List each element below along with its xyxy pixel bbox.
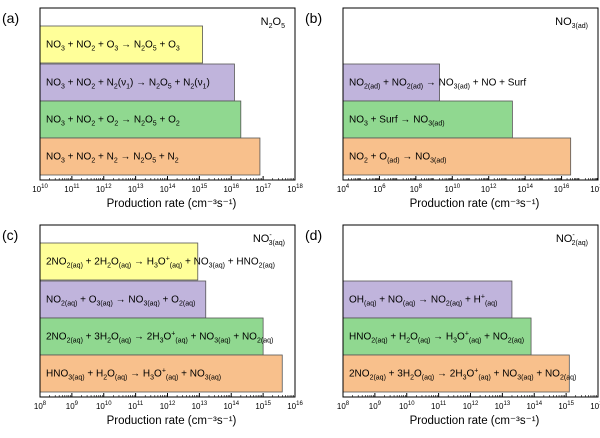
x-tick-label-1-10: 1010 bbox=[444, 184, 460, 194]
species-label-1: NO3(ad) bbox=[555, 16, 588, 30]
species-label-0: N2O5 bbox=[261, 16, 285, 30]
x-tick-label-1-6: 106 bbox=[373, 184, 386, 194]
x-tick-label-2-15: 1015 bbox=[255, 401, 271, 411]
bar-0-3 bbox=[39, 137, 261, 176]
bar-0-0 bbox=[39, 25, 203, 64]
bar-2-3 bbox=[39, 354, 283, 393]
x-tick-label-0-15: 1015 bbox=[192, 184, 208, 194]
bar-label-0-2: NO3 + NO2 + O2 → N2O5 + O2 bbox=[46, 115, 180, 128]
bar-label-0-3: NO3 + NO2 + N2 → N2O5 + N2 bbox=[46, 152, 179, 165]
x-tick-label-1-14: 1014 bbox=[517, 184, 533, 194]
panel-label-3: (d) bbox=[305, 227, 322, 243]
bar-3-3 bbox=[342, 354, 570, 393]
x-axis-label-0: Production rate (cm⁻³s⁻¹) bbox=[107, 198, 237, 210]
x-axis-label-3: Production rate (cm⁻³s⁻¹) bbox=[410, 415, 540, 427]
panel-2: 2NO2(aq) + 2H2O(aq) → H3O+(aq) + NO3(aq)… bbox=[2, 224, 303, 427]
panel-label-1: (b) bbox=[305, 10, 322, 26]
x-tick-label-2-13: 1013 bbox=[192, 401, 208, 411]
x-tick-label-1-18: 1018 bbox=[590, 184, 600, 194]
x-tick-label-0-13: 1013 bbox=[128, 184, 144, 194]
x-tick-label-0-18: 1018 bbox=[287, 184, 303, 194]
x-tick-label-3-10: 1010 bbox=[399, 401, 415, 411]
bar-label-0-0: NO3 + NO2 + O3 → N2O5 + O3 bbox=[46, 40, 180, 53]
x-axis-label-1: Production rate (cm⁻³s⁻¹) bbox=[410, 198, 540, 210]
x-tick-label-3-14: 1014 bbox=[526, 401, 542, 411]
x-tick-label-2-16: 1016 bbox=[287, 401, 303, 411]
bar-label-1-1: NO2(ad) + NO2(ad) → NO3(ad) + NO + Surf bbox=[349, 78, 526, 91]
x-tick-label-2-9: 109 bbox=[66, 401, 79, 411]
x-tick-label-2-14: 1014 bbox=[223, 401, 239, 411]
bar-label-1-3: NO2 + O(ad) → NO3(ad) bbox=[349, 152, 446, 165]
x-tick-label-3-13: 1013 bbox=[495, 401, 511, 411]
x-tick-label-2-12: 1012 bbox=[160, 401, 176, 411]
x-tick-label-0-11: 1011 bbox=[64, 184, 80, 194]
bar-2-0 bbox=[39, 242, 199, 281]
x-tick-label-3-16: 1016 bbox=[590, 401, 600, 411]
panel-3: OH(aq) + NO(aq) → NO2(aq) + H+(aq)HNO2(a… bbox=[305, 224, 600, 427]
panel-1: NO2(ad) + NO2(ad) → NO3(ad) + NO + Surf N… bbox=[305, 7, 600, 210]
x-tick-label-0-10: 1010 bbox=[32, 184, 48, 194]
bar-3-2 bbox=[342, 317, 532, 356]
axes-frame-1 bbox=[342, 7, 599, 181]
species-label-2: NO-3(aq) bbox=[253, 232, 285, 247]
x-tick-label-3-12: 1012 bbox=[463, 401, 479, 411]
x-tick-label-0-14: 1014 bbox=[160, 184, 176, 194]
panel-0: NO3 + NO2 + O3 → N2O5 + O3 NO3 + NO2 + N2… bbox=[2, 7, 303, 210]
x-tick-label-0-12: 1012 bbox=[96, 184, 112, 194]
x-tick-label-1-8: 108 bbox=[410, 184, 423, 194]
x-tick-label-1-12: 1012 bbox=[481, 184, 497, 194]
x-tick-label-0-16: 1016 bbox=[223, 184, 239, 194]
bar-label-1-2: NO3 + Surf → NO3(ad) bbox=[349, 115, 445, 128]
x-tick-label-3-9: 109 bbox=[369, 401, 382, 411]
x-tick-label-1-16: 1016 bbox=[554, 184, 570, 194]
panel-label-2: (c) bbox=[2, 227, 18, 243]
panel-label-0: (a) bbox=[2, 10, 19, 26]
bar-0-2 bbox=[39, 100, 242, 139]
x-tick-label-2-10: 1010 bbox=[96, 401, 112, 411]
x-tick-label-2-11: 1011 bbox=[128, 401, 144, 411]
species-label-3: NO-2(aq) bbox=[556, 232, 588, 247]
x-axis-label-2: Production rate (cm⁻³s⁻¹) bbox=[107, 415, 237, 427]
bar-1-3 bbox=[342, 137, 572, 176]
x-tick-label-3-8: 108 bbox=[337, 401, 350, 411]
x-tick-label-1-4: 104 bbox=[337, 184, 350, 194]
x-tick-label-3-15: 1015 bbox=[558, 401, 574, 411]
x-tick-label-0-17: 1017 bbox=[255, 184, 271, 194]
bar-1-1 bbox=[342, 63, 440, 102]
x-tick-label-2-8: 108 bbox=[34, 401, 47, 411]
bar-1-2 bbox=[342, 100, 513, 139]
x-tick-label-3-11: 1011 bbox=[431, 401, 447, 411]
